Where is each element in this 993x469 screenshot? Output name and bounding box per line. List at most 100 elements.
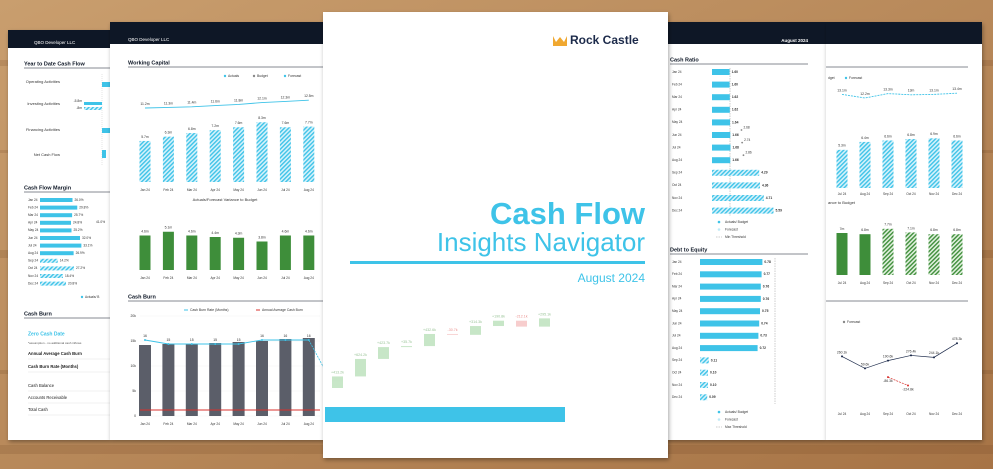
brand-crown	[553, 36, 567, 46]
value-label: 0.73	[760, 334, 767, 338]
working-capital-bar	[882, 140, 894, 188]
row-label: Jan 24	[672, 70, 682, 74]
value-label: 1.68	[732, 145, 739, 149]
value-label: 1.62	[732, 108, 739, 112]
value-label: 0.74	[761, 321, 768, 325]
y-tick-label: 0	[134, 414, 136, 418]
value-label: 16	[307, 334, 311, 338]
value-label: 2.68	[743, 125, 749, 129]
cover-rule	[350, 261, 645, 264]
margin-bar	[40, 281, 66, 286]
legend-item: Forecast	[725, 227, 738, 231]
variance-bar	[882, 228, 894, 275]
section-title: Debt to Equity	[670, 247, 708, 253]
legend-item: Actuals	[228, 74, 239, 78]
value-label: -212.1k	[516, 315, 528, 319]
debt-equity-bar	[700, 345, 758, 352]
cash-ratio-bar	[712, 207, 774, 214]
legend-item: Budget	[257, 74, 268, 78]
value-label: 1.62	[732, 95, 739, 99]
y-tick-label: 5k	[132, 389, 136, 393]
margin-bar	[40, 251, 74, 256]
debt-equity-bar	[700, 394, 708, 401]
budget-point	[742, 154, 745, 157]
x-tick-label: Jul 24	[281, 422, 290, 426]
legend-item: Min Threshold	[725, 235, 746, 239]
header-bar	[666, 22, 826, 44]
x-tick-label: Feb 24	[163, 188, 173, 192]
x-tick-label: Oct 24	[906, 281, 916, 285]
waterfall-bar	[447, 333, 458, 335]
row-label: Sep 24	[672, 358, 682, 362]
value-label: 7.7m	[884, 223, 892, 227]
section-title: Cash Flow Margin	[24, 185, 72, 191]
x-tick-label: Aug 24	[304, 188, 314, 192]
x-tick-label: Sep 24	[883, 192, 893, 196]
waterfall-bar	[332, 376, 343, 388]
x-tick-label: Jul 24	[281, 276, 290, 280]
x-tick-label: Oct 24	[906, 192, 916, 196]
x-tick-label: Mar 24	[187, 422, 197, 426]
value-label: 16	[143, 334, 147, 338]
section-title: Year to Date Cash Flow	[24, 61, 86, 67]
x-tick-label: Feb 24	[163, 276, 173, 280]
row-label: Feb 24	[672, 272, 682, 276]
row-label: Jun 24	[672, 321, 682, 325]
x-tick-label: Aug 24	[304, 276, 314, 280]
legend-swatch	[717, 410, 721, 414]
cover-subtitle: Insights Navigator	[437, 227, 645, 257]
value-label: 4.29	[761, 171, 768, 175]
report-date: August 2024	[941, 45, 968, 50]
cash-ratio-bar	[712, 119, 731, 126]
left-page: QBO Developer LLC Year to Date Cash Flow…	[8, 30, 110, 440]
cover-title: Cash Flow	[490, 196, 646, 231]
working-capital-bar	[139, 140, 151, 182]
y-tick-label: 20k	[131, 314, 137, 318]
value-label: 6.8m	[861, 228, 869, 232]
value-label: 1.60	[732, 70, 739, 74]
legend-swatch	[717, 220, 721, 224]
value-label: 6.4m	[861, 136, 869, 140]
header-bar	[826, 22, 982, 44]
value-label: -224.8k	[902, 387, 914, 391]
y-tick-label: 15k	[131, 339, 137, 343]
value-label: 13.4m	[952, 87, 962, 91]
working-capital-page: QBO Developer LLC Working Capital Actual…	[110, 22, 327, 440]
legend-item: Actuals/ Budget	[725, 410, 748, 414]
x-tick-label: Sep 24	[883, 281, 893, 285]
value-label: 1.64	[732, 120, 739, 124]
value-label: 26.9%	[76, 251, 85, 255]
cash-burn-bar	[139, 345, 151, 416]
waterfall: +413.2k +624.2k +423.7k +35.7k +432.6k -30.7k…	[331, 312, 551, 388]
value-label: 5.3m	[838, 144, 846, 148]
value-label: 12.5m	[304, 94, 314, 98]
margin-bar	[40, 243, 82, 248]
working-capital-bar	[928, 138, 940, 188]
row-label: Jun 24	[672, 133, 682, 137]
row-label: Mar 24	[28, 213, 38, 217]
margin-bar	[40, 266, 74, 271]
value-label: 6.6m	[884, 134, 892, 138]
row-label: May 24	[28, 228, 39, 232]
legend-item: Cash Burn Rate (Months)	[190, 308, 228, 312]
value-label: 29.8%	[79, 205, 88, 209]
sheet	[8, 30, 110, 440]
rate-line	[144, 339, 309, 345]
burn-item: Cash Balance	[28, 383, 55, 388]
debt-equity-bar	[700, 320, 760, 327]
x-tick-label: May 24	[233, 276, 244, 280]
value-label: 7.6m	[235, 121, 243, 125]
cash-ratio-bar	[712, 81, 730, 88]
margin-bar	[40, 236, 80, 240]
value-label: 190.6k	[883, 354, 893, 358]
cash-ratio-bar	[712, 157, 731, 164]
waterfall-bar	[470, 326, 481, 335]
value-label: +190.8k	[492, 315, 505, 319]
dip-line	[887, 376, 909, 386]
x-tick-label: Jun 24	[257, 188, 267, 192]
working-capital-bar	[951, 140, 963, 188]
row-label: Jul 24	[672, 334, 681, 338]
row-label: May 24	[672, 309, 683, 313]
x-tick-label: Aug 24	[860, 412, 870, 416]
row-label: Jun 24	[28, 236, 38, 240]
